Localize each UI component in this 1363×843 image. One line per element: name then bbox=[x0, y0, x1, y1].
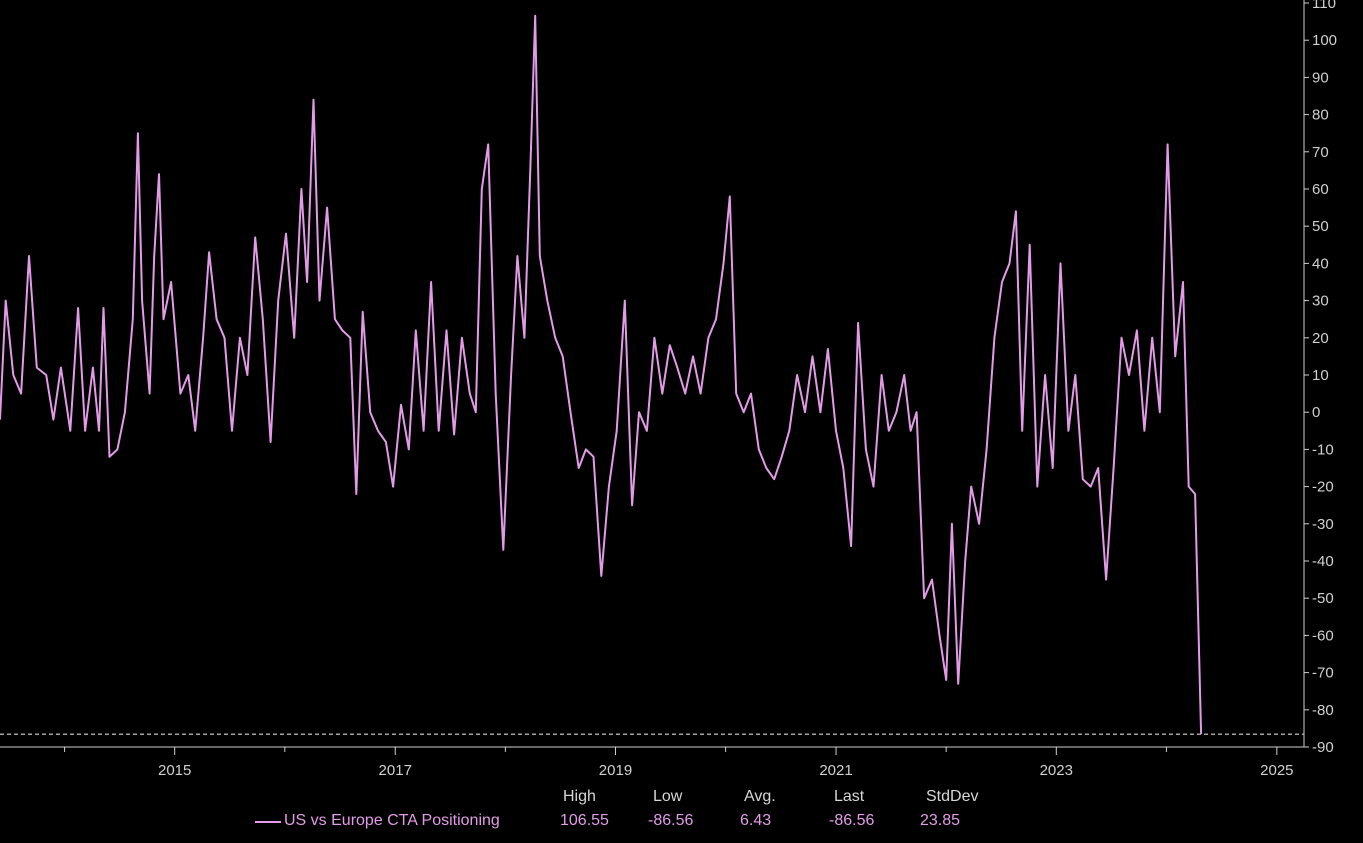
y-tick-label: -20 bbox=[1312, 479, 1334, 496]
stat-value-avg: 6.43 bbox=[740, 812, 772, 829]
y-tick-label: 20 bbox=[1312, 330, 1329, 347]
y-tick-label: -90 bbox=[1312, 739, 1334, 756]
stat-header-avg: Avg. bbox=[744, 788, 776, 805]
legend-swatch bbox=[255, 821, 281, 823]
y-tick-label: -50 bbox=[1312, 590, 1334, 607]
y-tick-label: -80 bbox=[1312, 702, 1334, 719]
stat-header-low: Low bbox=[653, 788, 683, 805]
y-tick-label: 90 bbox=[1312, 69, 1329, 86]
y-tick-label: 10 bbox=[1312, 367, 1329, 384]
y-tick-label: 60 bbox=[1312, 181, 1329, 198]
x-tick-label: 2021 bbox=[819, 762, 852, 779]
stat-header-high: High bbox=[563, 788, 596, 805]
series-line-0 bbox=[0, 14, 1203, 735]
y-tick-label: 0 bbox=[1312, 404, 1320, 421]
x-tick-label: 2015 bbox=[158, 762, 191, 779]
x-tick-label: 2025 bbox=[1260, 762, 1293, 779]
y-tick-label: 100 bbox=[1312, 32, 1337, 49]
legend-stats: High Low Avg. Last StdDev US vs Europe C… bbox=[0, 786, 1363, 836]
y-tick-label: 70 bbox=[1312, 144, 1329, 161]
x-tick-label: 2017 bbox=[379, 762, 412, 779]
stat-value-high: 106.55 bbox=[560, 812, 609, 829]
stat-header-last: Last bbox=[834, 788, 865, 805]
stat-value-last: -86.56 bbox=[829, 812, 875, 829]
stat-header-stddev: StdDev bbox=[926, 788, 979, 805]
y-axis: 1101009080706050403020100-10-20-30-40-50… bbox=[1303, 0, 1337, 756]
legend-series-name: US vs Europe CTA Positioning bbox=[284, 812, 500, 829]
y-tick-label: 50 bbox=[1312, 218, 1329, 235]
y-tick-label: -10 bbox=[1312, 441, 1334, 458]
y-tick-label: -60 bbox=[1312, 627, 1334, 644]
y-tick-label: 110 bbox=[1312, 0, 1336, 12]
stat-value-low: -86.56 bbox=[648, 812, 694, 829]
chart-area: 2015 2017 2019 2021 2023 2025 110100908070605… bbox=[0, 0, 1337, 779]
y-tick-label: 40 bbox=[1312, 255, 1329, 272]
y-tick-label: -70 bbox=[1312, 665, 1334, 682]
x-axis: 2015 2017 2019 2021 2023 2025 bbox=[0, 746, 1304, 779]
x-tick-label: 2023 bbox=[1040, 762, 1073, 779]
y-tick-label: 30 bbox=[1312, 293, 1329, 310]
y-tick-label: -40 bbox=[1312, 553, 1334, 570]
y-tick-label: -30 bbox=[1312, 516, 1334, 533]
stat-value-stddev: 23.85 bbox=[920, 812, 961, 829]
x-tick-label: 2019 bbox=[599, 762, 632, 779]
y-tick-label: 80 bbox=[1312, 107, 1329, 124]
plot-group bbox=[0, 14, 1304, 735]
